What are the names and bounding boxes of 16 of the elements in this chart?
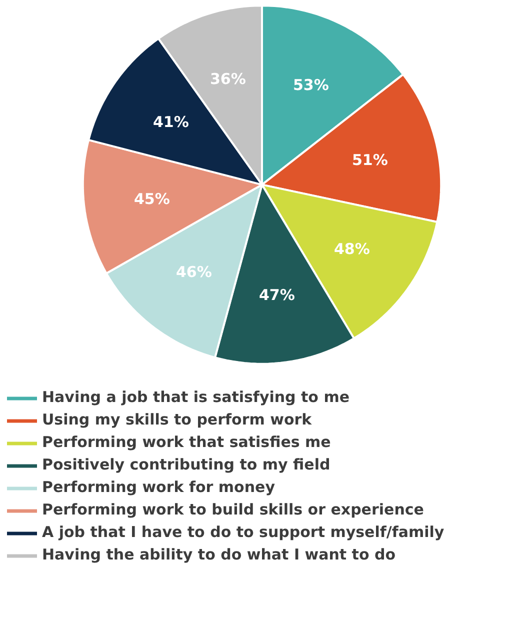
data-label: 45%	[134, 190, 170, 208]
data-label: 36%	[210, 70, 246, 88]
legend-label: Performing work to build skills or experience	[42, 500, 424, 519]
data-label: 46%	[176, 263, 212, 281]
legend-label: A job that I have to do to support myself/family	[42, 523, 444, 542]
legend-label: Having a job that is satisfying to me	[42, 388, 350, 406]
legend-label: Performing work for money	[42, 478, 276, 496]
legend-label: Using my skills to perform work	[42, 410, 313, 429]
data-label: 53%	[293, 76, 329, 94]
data-label: 41%	[153, 113, 189, 131]
data-label: 51%	[352, 151, 388, 169]
data-label: 47%	[259, 286, 295, 304]
legend-label: Positively contributing to my field	[42, 456, 330, 474]
data-label: 48%	[334, 240, 370, 258]
legend-label: Performing work that satisfies me	[42, 433, 331, 452]
legend-label: Having the ability to do what I want to do	[42, 546, 396, 564]
